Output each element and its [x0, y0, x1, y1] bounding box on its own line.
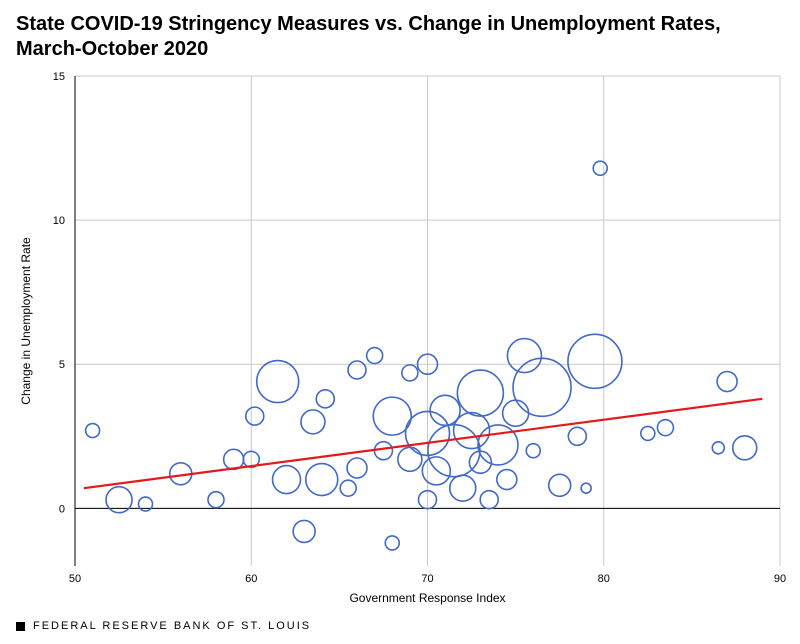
bubble: [568, 427, 586, 445]
bubble: [497, 470, 517, 490]
bubble: [503, 400, 529, 426]
bubble: [224, 449, 244, 469]
bubble: [712, 442, 724, 454]
x-tick-label: 50: [69, 573, 81, 585]
chart-title: State COVID-19 Stringency Measures vs. C…: [0, 0, 800, 66]
y-tick-label: 15: [53, 71, 65, 83]
bubble: [402, 365, 418, 381]
bubble: [374, 442, 392, 460]
bubble: [293, 520, 315, 542]
bubble: [316, 390, 334, 408]
bubble: [526, 444, 540, 458]
bubble: [398, 447, 422, 471]
bubble: [306, 464, 338, 496]
bubble: [593, 161, 607, 175]
bubble: [86, 424, 100, 438]
bubble: [139, 497, 153, 511]
bubble: [367, 348, 383, 364]
bubble: [246, 407, 264, 425]
scatter-chart: 50 60 70 80 90 0 5 10 15 Government Response Inde…: [0, 66, 800, 631]
bubble: [717, 372, 737, 392]
bubble: [348, 361, 366, 379]
bubble: [301, 410, 325, 434]
bubble: [385, 536, 399, 550]
bubble: [507, 339, 541, 373]
bubble: [208, 492, 224, 508]
bubble: [568, 334, 622, 388]
x-tick-label: 60: [245, 573, 257, 585]
bubble: [513, 358, 571, 416]
source-footer: FEDERAL RESERVE BANK OF ST. LOUIS: [16, 620, 311, 632]
y-axis-label: Change in Unemployment Rate: [19, 237, 33, 405]
bubble: [450, 475, 476, 501]
x-tick-label: 80: [598, 573, 610, 585]
bubble: [257, 361, 299, 403]
bubble: [549, 474, 571, 496]
bubble: [480, 491, 498, 509]
bubble: [273, 466, 301, 494]
y-tick-label: 0: [59, 503, 65, 515]
bubble: [457, 370, 503, 416]
y-tick-label: 10: [53, 215, 65, 227]
bubble: [733, 436, 757, 460]
bubble: [347, 458, 367, 478]
bubble: [340, 480, 356, 496]
x-axis-label: Government Response Index: [349, 591, 505, 605]
chart-svg: 50 60 70 80 90 0 5 10 15 Government Response Inde…: [0, 66, 800, 626]
x-tick-label: 70: [421, 573, 433, 585]
square-icon: [16, 622, 25, 631]
y-tick-label: 5: [59, 359, 65, 371]
bubble: [581, 483, 591, 493]
x-tick-label: 90: [774, 573, 786, 585]
source-text: FEDERAL RESERVE BANK OF ST. LOUIS: [33, 620, 311, 632]
bubble: [657, 420, 673, 436]
bubble: [641, 426, 655, 440]
